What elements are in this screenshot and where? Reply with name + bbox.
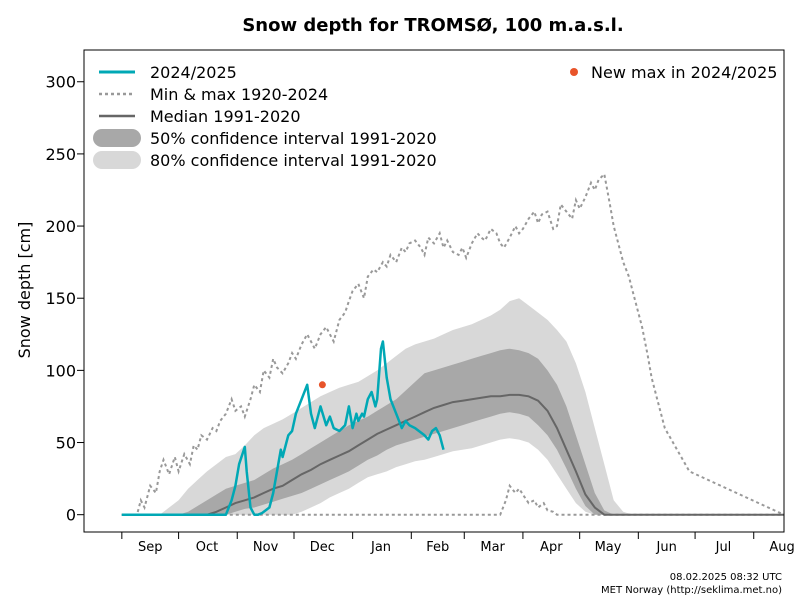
legend: 2024/2025 Min & max 1920-2024 Median 1991-…	[93, 63, 777, 170]
median-line-layer	[121, 393, 784, 516]
x-tick-label: Sep	[138, 540, 163, 555]
ci50-band-layer	[121, 348, 785, 515]
plot-frame	[83, 49, 785, 533]
x-tick-label: Nov	[253, 540, 279, 555]
plot-area	[121, 172, 785, 516]
chart-title: Snow depth for TROMSØ, 100 m.a.s.l.	[242, 15, 623, 36]
minmax-lines-layer	[121, 172, 785, 516]
legend-label-ci80: 80% confidence interval 1991-2020	[150, 151, 437, 170]
x-tick-label: Jul	[715, 540, 732, 555]
footer: 08.02.2025 08:32 UTC MET Norway (http://…	[601, 572, 782, 596]
footer-timestamp: 08.02.2025 08:32 UTC	[670, 572, 782, 583]
legend-swatch-ci50	[93, 129, 141, 147]
x-tick-label: Jun	[656, 540, 677, 555]
y-tick-label: 50	[56, 434, 76, 453]
legend-label-median: Median 1991-2020	[150, 107, 301, 126]
x-tick-label: Jan	[370, 540, 391, 555]
x-tick-label: Apr	[540, 540, 563, 555]
footer-source: MET Norway (http://seklima.met.no)	[601, 585, 782, 596]
y-axis-label: Snow depth [cm]	[15, 222, 34, 359]
legend-swatch-newmax	[570, 68, 578, 76]
y-tick-label: 300	[45, 73, 76, 92]
x-tick-label: May	[595, 540, 622, 555]
new-max-marker-layer	[318, 381, 326, 389]
median-line	[121, 393, 784, 516]
current-season-line-layer	[121, 340, 445, 516]
current-season-line	[121, 340, 445, 516]
legend-swatch-ci80	[93, 151, 141, 169]
ci50-band	[121, 348, 785, 515]
x-tick-label: Dec	[310, 540, 335, 555]
y-tick-label: 100	[45, 361, 76, 380]
legend-label-newmax: New max in 2024/2025	[591, 63, 777, 82]
axes: 0 50 100 150 200 250 300 Sep Oct Nov Dec Jan Feb Mar A…	[45, 49, 795, 555]
y-tick-label: 0	[66, 506, 76, 525]
legend-label-ci50: 50% confidence interval 1991-2020	[150, 129, 437, 148]
legend-label-minmax: Min & max 1920-2024	[150, 85, 328, 104]
x-tick-label: Mar	[480, 540, 505, 555]
x-tick-label: Feb	[426, 540, 449, 555]
new-max-point	[318, 381, 326, 389]
y-tick-label: 150	[45, 289, 76, 308]
legend-label-current: 2024/2025	[150, 63, 237, 82]
x-tick-label: Aug	[769, 540, 794, 555]
min-line	[121, 483, 784, 516]
x-tick-label: Oct	[196, 540, 218, 555]
y-tick-label: 250	[45, 145, 76, 164]
y-tick-label: 200	[45, 217, 76, 236]
